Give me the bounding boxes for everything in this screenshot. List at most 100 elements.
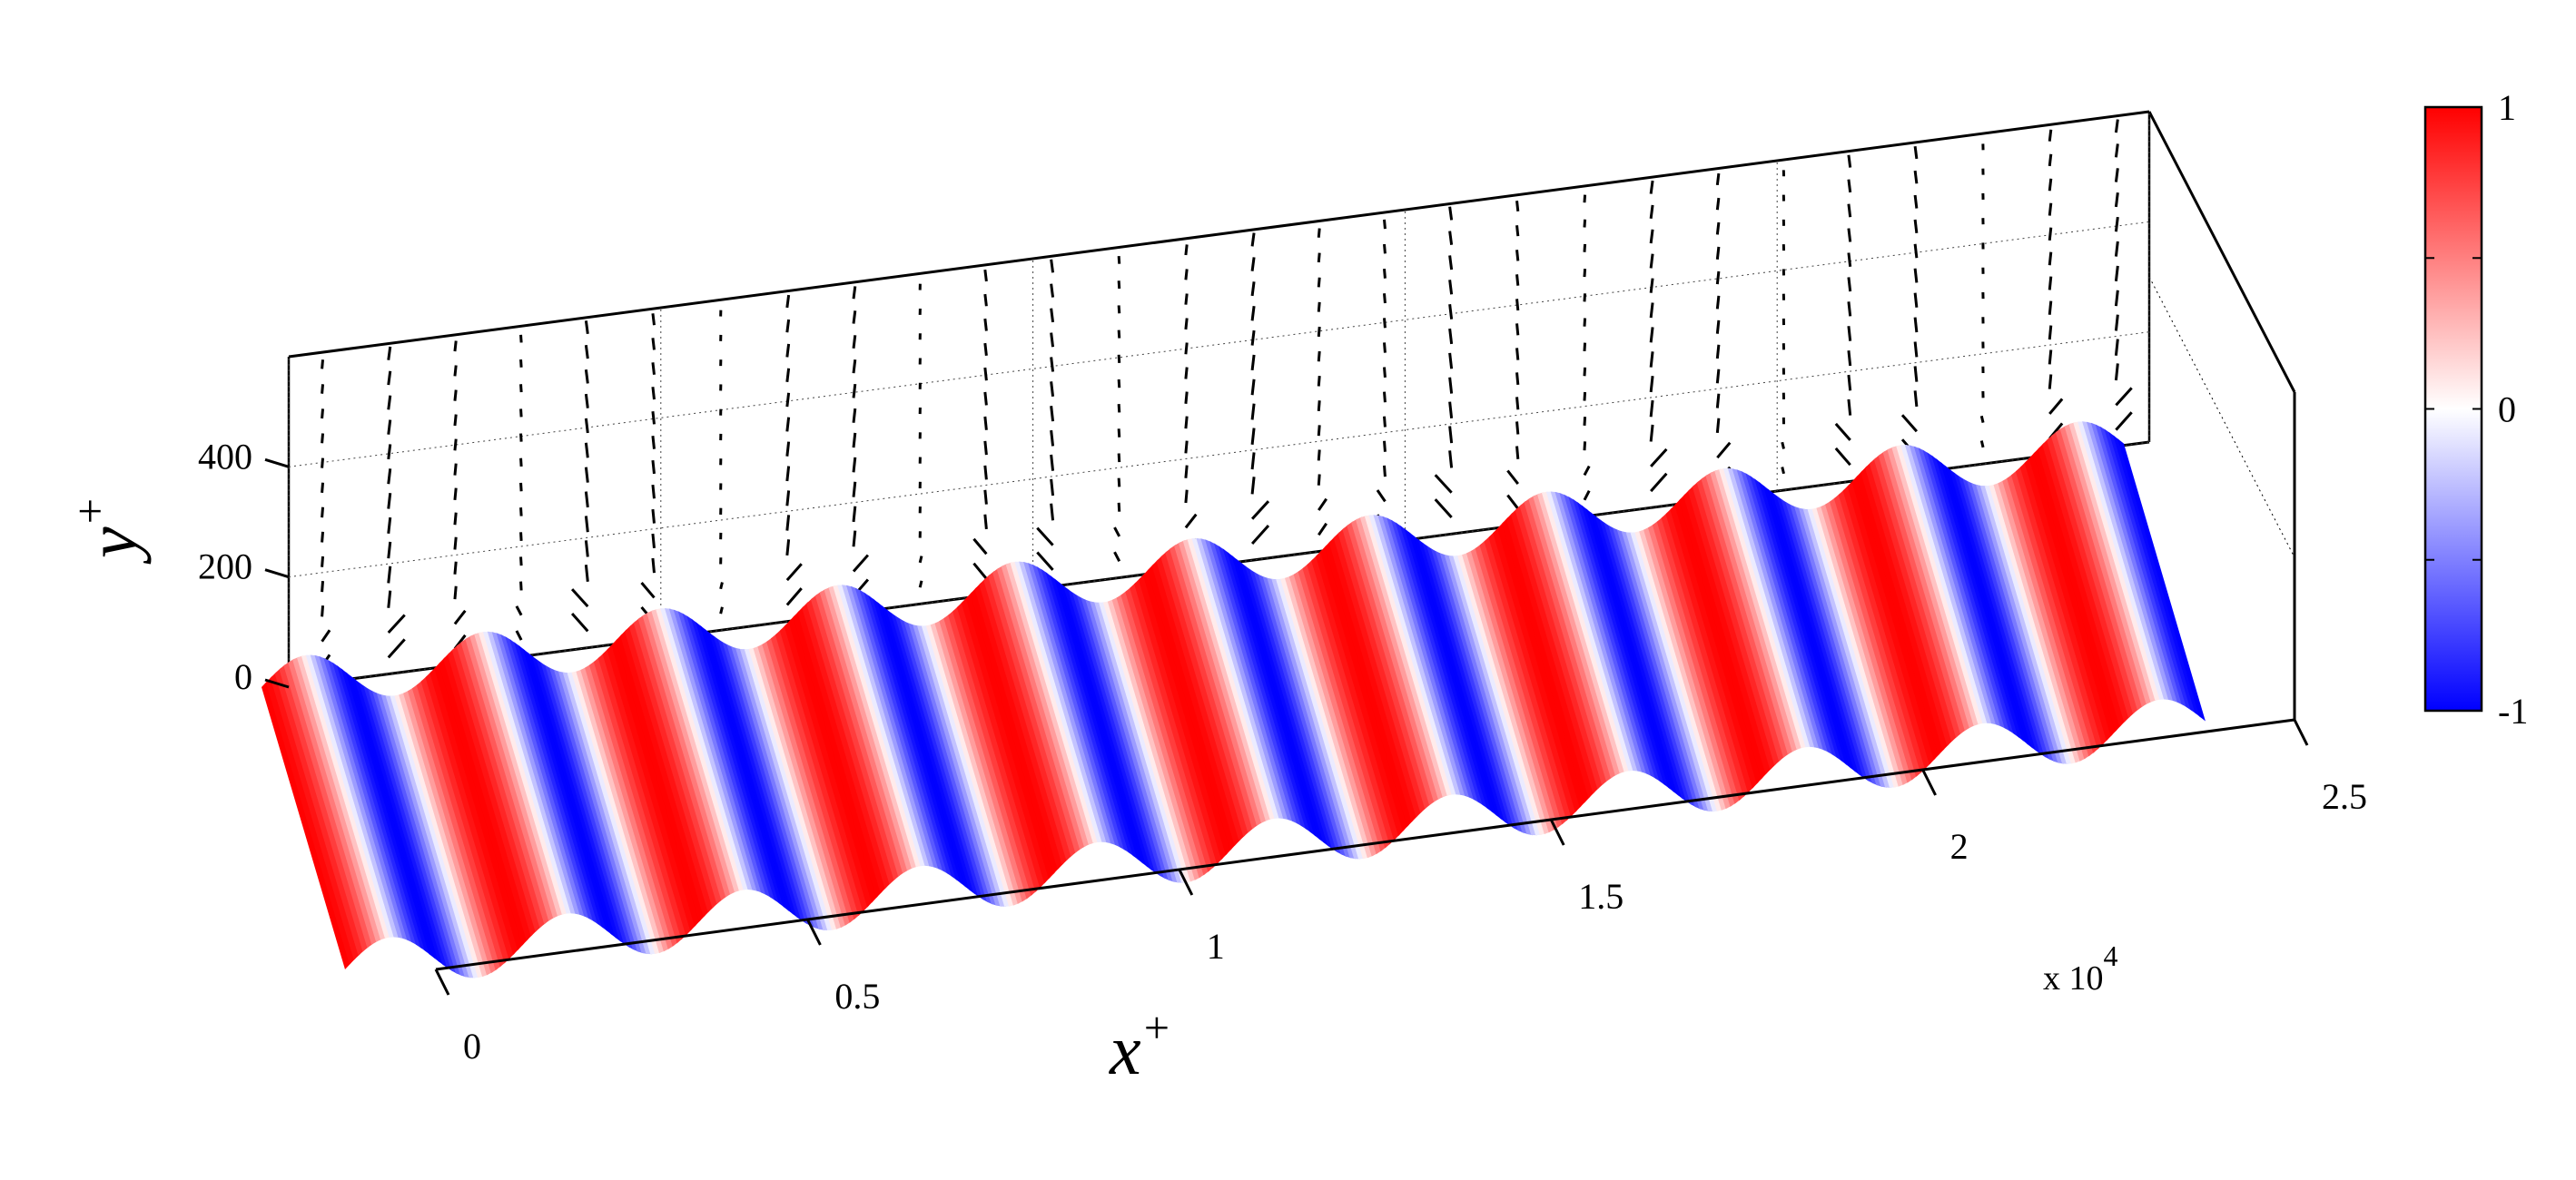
vector-arrow: [2048, 276, 2053, 290]
vector-arrow: [1515, 299, 1520, 311]
y-tick-mark: [264, 568, 290, 579]
vector-arrow: [584, 467, 589, 483]
vector-arrow: [321, 580, 325, 593]
surface-strip: [934, 620, 1024, 904]
surface-strip: [585, 664, 675, 949]
x-tick-mark: [1549, 819, 1565, 846]
surface-strip: [793, 610, 883, 899]
vector-arrow: [1715, 369, 1721, 384]
vector-arrow: [1515, 421, 1520, 435]
vector-arrow: [584, 393, 589, 408]
surface-strip: [806, 597, 896, 885]
surface-strip: [611, 638, 701, 927]
vector-arrow: [2114, 363, 2119, 381]
vector-arrow: [1448, 303, 1454, 320]
surface-strip: [753, 645, 843, 929]
surface-strip: [1537, 492, 1626, 773]
vector-arrow: [1050, 357, 1055, 372]
surface-strip: [469, 634, 559, 919]
surface-strip: [283, 661, 374, 949]
surface-strip: [771, 633, 861, 920]
surface-strip: [819, 588, 909, 874]
vector-arrow: [321, 359, 325, 369]
surface-strip: [1182, 538, 1272, 821]
x-tick-mark: [806, 919, 822, 946]
vector-arrow: [519, 433, 523, 442]
vector-arrow: [983, 416, 988, 430]
surface-strip: [1524, 497, 1613, 782]
vector-arrow: [1715, 344, 1721, 359]
vector-arrow: [519, 359, 523, 368]
vector-arrow: [453, 340, 458, 352]
surface-strip: [2002, 477, 2091, 760]
vector-arrow: [1250, 403, 1256, 420]
vector-arrow: [1184, 244, 1189, 256]
surface-strip: [1187, 538, 1277, 820]
vector-arrow: [1515, 201, 1520, 211]
surface-strip: [1156, 555, 1246, 841]
vector-arrow: [1250, 329, 1256, 346]
vector-arrow: [1050, 429, 1055, 447]
vector-arrow: [1515, 348, 1520, 360]
surface-strip: [602, 647, 693, 936]
surface-strip: [1851, 475, 1940, 761]
surface-strip: [779, 624, 870, 912]
vector-arrow: [584, 345, 589, 359]
vector-arrow: [519, 532, 523, 541]
vector-arrow: [1649, 302, 1654, 319]
surface-strip: [1125, 586, 1215, 872]
vector-arrow: [1383, 318, 1387, 329]
vector-arrow: [1383, 243, 1387, 254]
surface-strip: [1462, 552, 1551, 834]
surface-strip: [580, 666, 670, 952]
vector-arrow: [1113, 551, 1121, 562]
surface-strip: [1860, 466, 1949, 752]
surface-strip: [1120, 590, 1210, 876]
vector-arrow: [1250, 306, 1256, 321]
surface-strip: [1821, 503, 1910, 785]
vector-arrow: [387, 614, 406, 634]
vector-arrow: [453, 561, 458, 575]
surface-strip: [1174, 542, 1263, 826]
vector-arrow: [584, 516, 589, 533]
surface-strip: [766, 636, 856, 923]
vector-arrow: [2048, 374, 2053, 389]
vector-arrow: [2114, 339, 2119, 356]
vector-arrow: [1117, 280, 1121, 290]
vector-arrow: [1913, 390, 1919, 408]
vector-arrow: [651, 459, 656, 475]
vector-arrow: [1847, 179, 1852, 193]
vector-arrow: [1050, 259, 1055, 273]
y-tick-label: 400: [198, 436, 252, 477]
vector-arrow: [453, 389, 458, 401]
surface-strip: [2064, 423, 2153, 704]
surface-strip: [1648, 524, 1737, 807]
surface-strip: [1302, 563, 1392, 849]
vector-arrow: [519, 384, 523, 393]
surface-strip: [416, 680, 507, 968]
surface-strip: [797, 605, 887, 894]
surface-strip: [961, 596, 1051, 884]
surface-strip: [1515, 504, 1604, 790]
surface-strip: [988, 571, 1078, 857]
surface-strip: [1652, 520, 1742, 804]
surface-strip: [607, 643, 696, 931]
vector-arrow: [1184, 440, 1189, 454]
surface-strip: [1639, 528, 1728, 811]
vector-arrow: [2048, 325, 2053, 340]
vector-arrow: [1050, 308, 1055, 323]
surface-strip: [1502, 516, 1591, 803]
surface-strip: [1285, 575, 1374, 859]
surface-strip: [939, 616, 1029, 902]
vector-arrow: [387, 419, 392, 435]
vector-arrow: [719, 606, 724, 615]
vector-arrow: [1913, 317, 1919, 333]
vector-arrow: [1583, 219, 1587, 228]
vector-arrow: [651, 484, 656, 499]
vector-arrow: [1650, 447, 1668, 467]
vector-arrow: [1649, 229, 1654, 244]
vector-arrow: [1317, 474, 1321, 486]
vector-arrow: [1913, 341, 1919, 358]
vector-arrow: [1847, 350, 1852, 367]
